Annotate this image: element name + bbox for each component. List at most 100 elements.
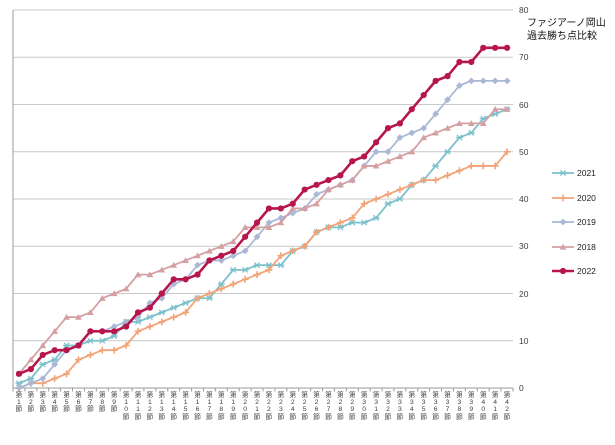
data-point-asterisk [134, 318, 142, 325]
data-point-circle [432, 77, 439, 84]
legend-marker-2021 [552, 169, 574, 177]
legend-label: 2020 [577, 192, 596, 203]
data-point-plus [122, 342, 130, 349]
data-point-circle [492, 44, 499, 51]
data-point-plus [479, 162, 487, 170]
data-point-plus [408, 181, 416, 189]
data-point-circle [134, 309, 142, 316]
data-point-circle [444, 73, 451, 80]
data-point-triangle [86, 309, 94, 315]
data-point-circle [170, 276, 177, 283]
data-point-circle [122, 323, 130, 330]
data-point-plus [396, 186, 404, 193]
data-point-triangle [146, 271, 154, 278]
series-line-2022 [17, 46, 509, 376]
data-point-plus [313, 228, 320, 236]
data-point-triangle [396, 153, 404, 160]
data-point-triangle [432, 129, 440, 136]
legend-marker-2022 [552, 267, 574, 275]
data-point-diamond [559, 218, 567, 226]
data-point-plus [420, 176, 428, 184]
data-point-asterisk [39, 361, 47, 368]
data-point-plus [456, 167, 463, 175]
data-point-diamond [134, 313, 142, 321]
data-point-diamond [15, 384, 23, 392]
data-point-circle [372, 139, 380, 146]
data-point-asterisk [241, 266, 249, 273]
data-point-circle [503, 44, 511, 51]
legend-label: 2018 [577, 241, 596, 252]
data-point-triangle [194, 252, 201, 259]
data-point-asterisk [229, 266, 237, 273]
legend-label: 2021 [577, 168, 596, 178]
data-point-circle [480, 44, 487, 51]
legend-item-2020: 2020 [551, 191, 596, 205]
data-point-triangle [360, 162, 368, 169]
data-point-circle [111, 328, 118, 335]
data-point-asterisk [158, 309, 166, 316]
data-point-triangle [313, 200, 320, 207]
data-point-triangle [408, 148, 416, 155]
data-point-triangle [51, 328, 59, 334]
data-point-triangle [491, 105, 499, 112]
data-point-circle [158, 290, 165, 297]
data-point-plus [444, 171, 451, 179]
series-markers-2018 [15, 105, 511, 377]
data-point-asterisk [396, 195, 404, 203]
data-point-plus [265, 266, 273, 274]
data-point-plus [182, 309, 190, 316]
data-point-circle [337, 172, 344, 179]
data-point-diamond [27, 379, 35, 387]
data-point-circle [253, 219, 261, 226]
data-point-triangle [39, 342, 47, 349]
data-point-asterisk [86, 337, 94, 344]
data-point-diamond [39, 375, 47, 382]
data-point-circle [313, 181, 320, 188]
data-point-triangle [182, 257, 190, 264]
data-point-triangle [277, 219, 285, 226]
data-point-plus [75, 356, 82, 364]
data-point-circle [456, 58, 463, 66]
data-point-triangle [444, 124, 451, 131]
data-point-plus [241, 275, 249, 283]
data-point-asterisk [27, 375, 35, 382]
data-point-asterisk [110, 332, 118, 340]
data-point-triangle [122, 285, 130, 292]
data-point-plus [360, 200, 368, 208]
data-point-circle [63, 347, 70, 354]
data-point-triangle [336, 181, 344, 188]
data-point-diamond [396, 134, 404, 141]
data-point-asterisk [336, 224, 344, 231]
data-point-asterisk [63, 342, 71, 349]
data-point-circle [15, 370, 23, 377]
data-point-plus [134, 327, 142, 335]
data-point-plus [491, 162, 499, 170]
data-point-asterisk [182, 299, 190, 307]
series-line-2018 [18, 108, 508, 375]
legend-item-2021: 2021 [551, 166, 596, 180]
data-point-plus [325, 223, 332, 231]
series-markers-2020 [15, 148, 511, 392]
data-point-asterisk [432, 162, 440, 169]
data-point-plus [51, 375, 59, 382]
data-point-plus [217, 285, 225, 293]
data-point-triangle [479, 120, 487, 126]
chart-title-line2: 過去勝ち点比較 [527, 31, 597, 42]
data-point-asterisk [170, 304, 178, 311]
data-point-triangle [98, 294, 106, 301]
data-point-diamond [372, 148, 380, 156]
data-point-plus [146, 323, 154, 330]
data-point-circle [51, 347, 58, 354]
data-point-diamond [467, 77, 475, 85]
data-point-triangle [253, 224, 261, 230]
data-point-plus [348, 214, 356, 222]
legend-label: 2019 [577, 217, 596, 227]
data-point-triangle [229, 238, 237, 245]
data-point-diamond [491, 77, 499, 85]
data-point-circle [87, 328, 94, 335]
data-point-diamond [479, 77, 487, 85]
data-point-plus [194, 294, 201, 302]
series-markers-2022 [15, 44, 511, 377]
